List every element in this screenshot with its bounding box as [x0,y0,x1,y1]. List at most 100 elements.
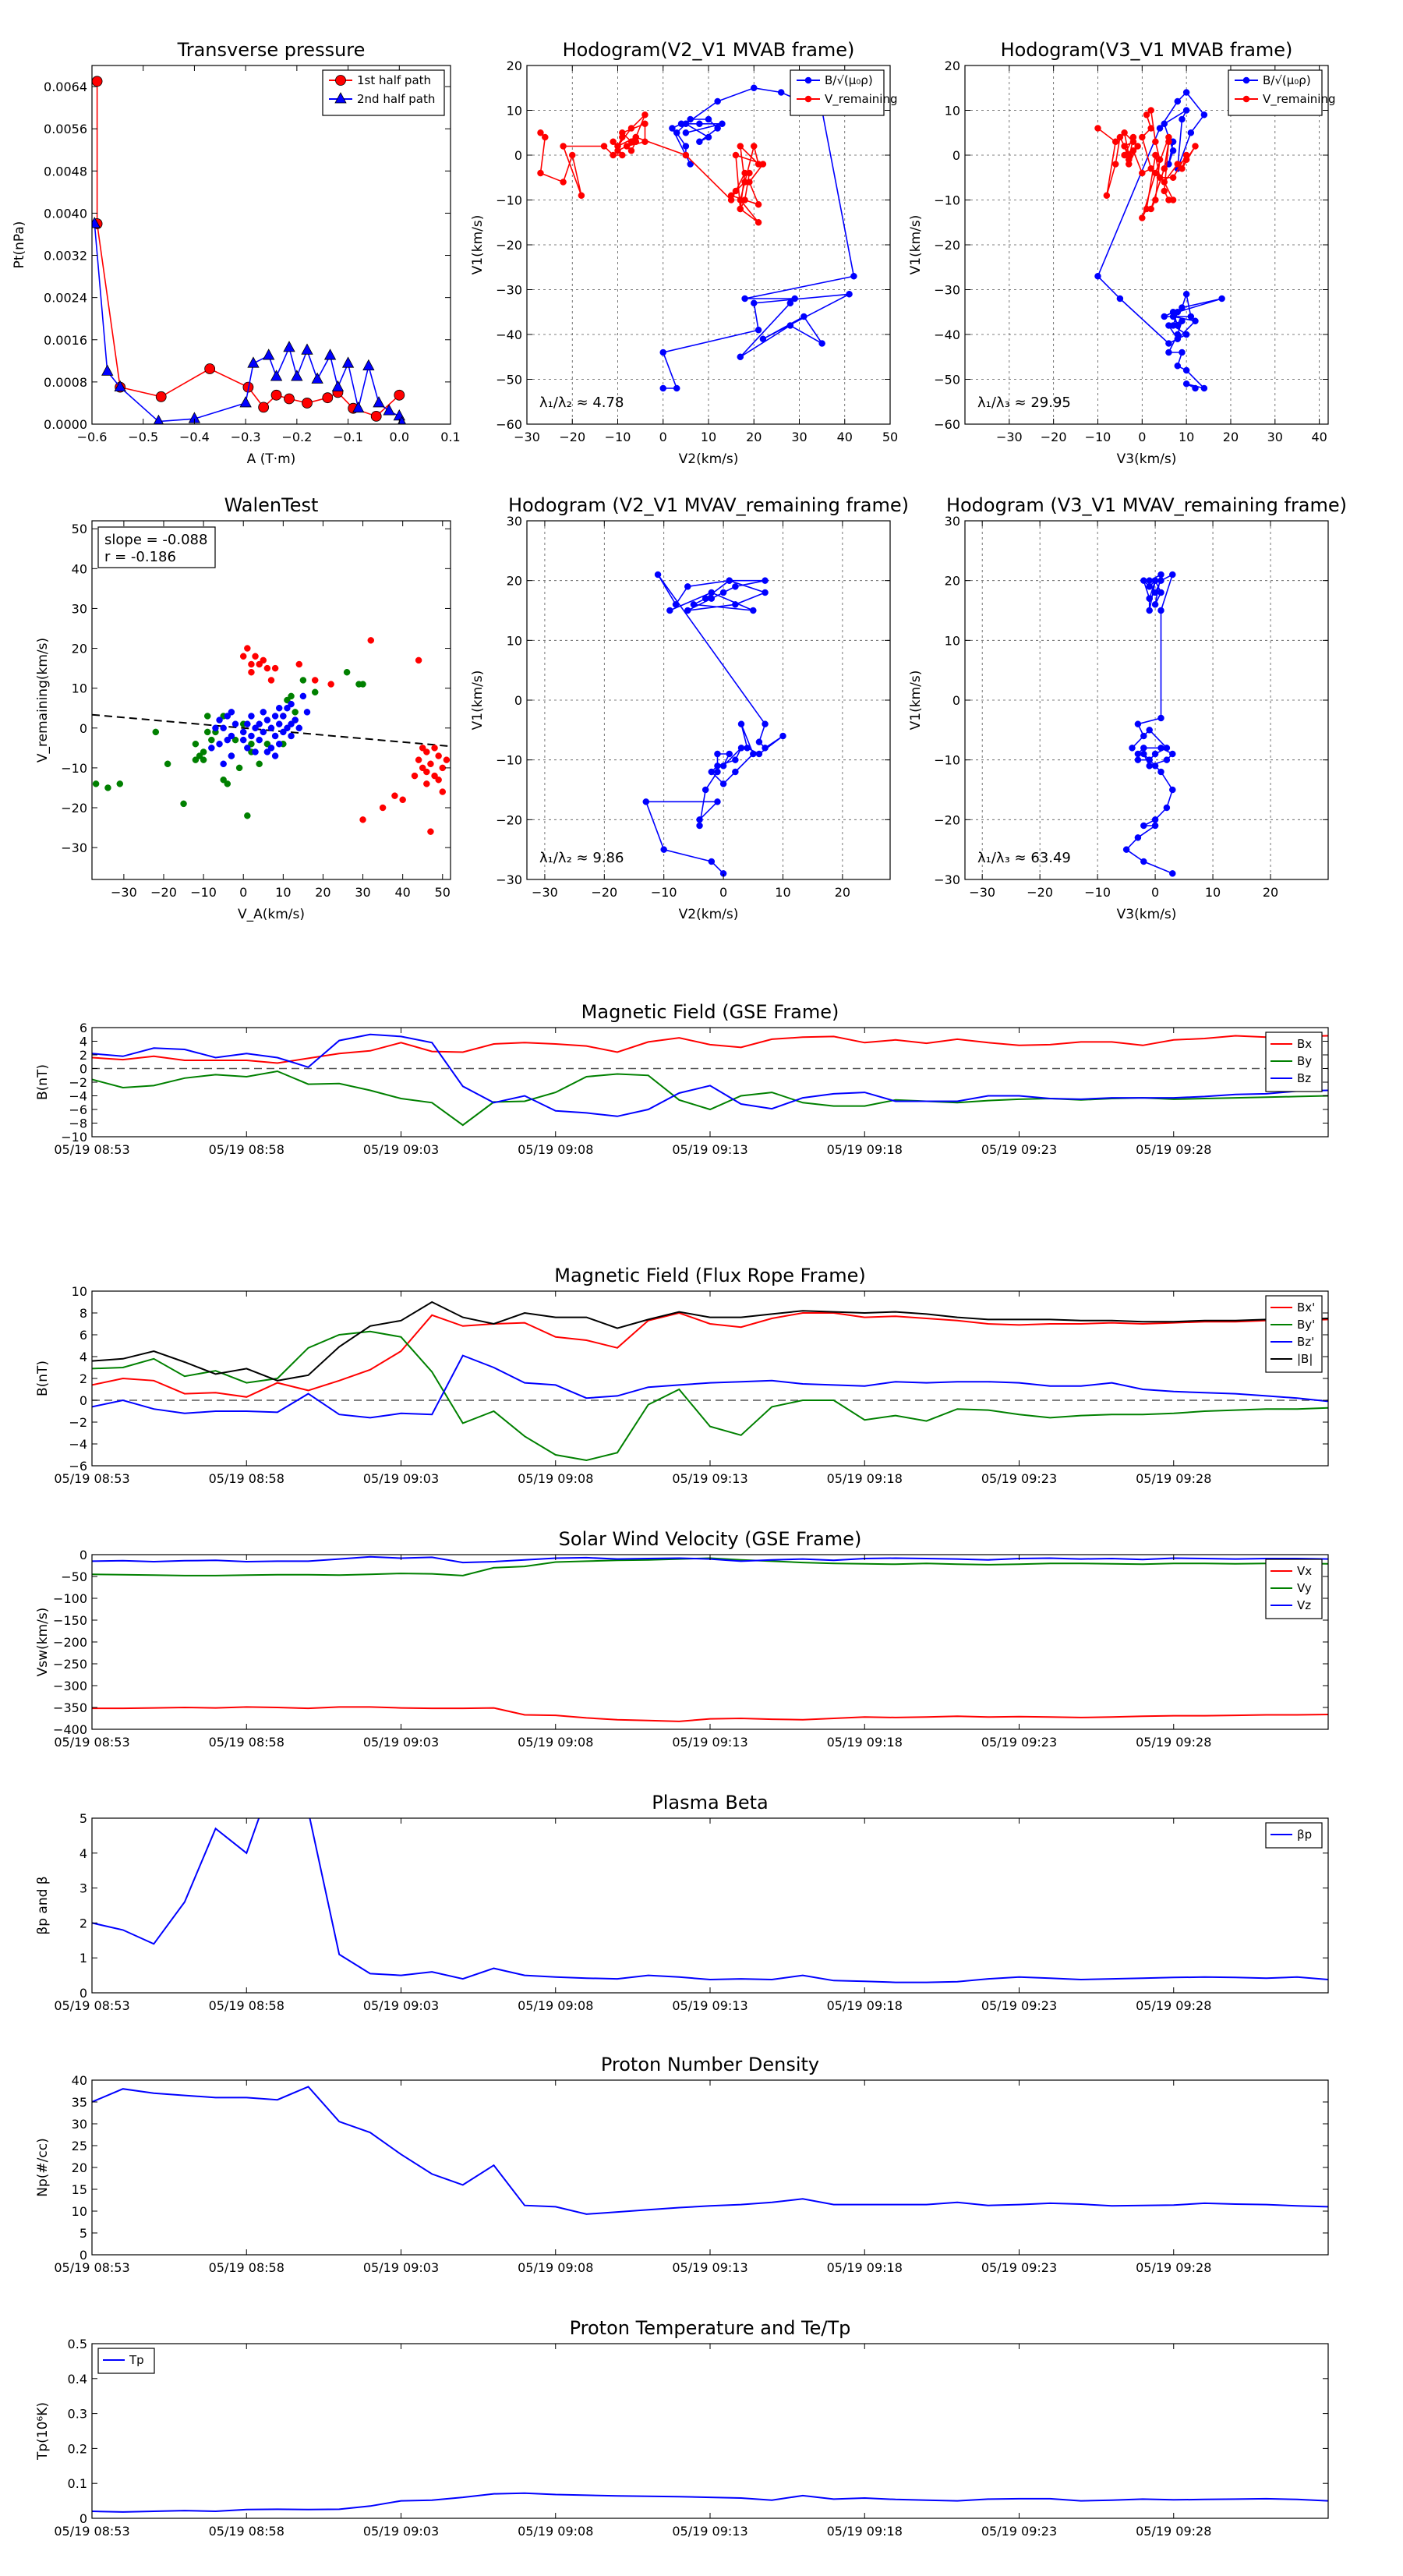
walen-data-point [435,776,442,784]
tp-legend-label: 1st half path [357,73,431,87]
walen-data-point [164,760,171,768]
walen-data-point [435,752,442,759]
h2-data-point [1165,349,1172,356]
h2-x-tick-label: 40 [1311,430,1327,444]
np-y-tick-label: 40 [72,2073,87,2088]
vsw-panel: −400 −350 −300 −250 −200 −150 −100 −50 0 05/19 08… [35,1528,1329,1750]
h3-data-point [708,768,716,776]
h1-data-point [569,151,576,159]
h4-x-tick-label: −10 [1084,885,1111,900]
tpro-plot-area [92,2492,1328,2513]
bfr-x-tick-label: 05/19 09:08 [518,1471,593,1486]
h3-plot-area [642,571,786,877]
h1-y-tick-label: −60 [496,417,522,432]
np-title: Proton Number Density [601,2054,819,2075]
walen-title: WalenTest [224,494,319,516]
bgse-y-tick-label: 6 [80,1021,87,1035]
h4-plot-area [1122,571,1176,877]
bfr-y-tick-label: −4 [69,1437,87,1452]
tpro-legend-label: Tp [129,2353,144,2367]
h4-data-point [1169,571,1176,579]
h3-y-label: V1(km/s) [470,671,486,731]
h1-data-point [741,295,748,303]
vsw-x-tick-label: 05/19 09:28 [1136,1735,1211,1750]
bfr-x-tick-label: 05/19 09:13 [672,1471,747,1486]
bgse-y-tick-label: 4 [80,1035,87,1049]
h1-y-tick-label: −10 [496,193,522,208]
h3-x-tick-label: −20 [591,885,617,900]
h1-legend-label: B/√(μ₀ρ) [825,73,873,87]
tpro-x-tick-label: 05/19 09:18 [827,2524,903,2539]
h4-data-point [1140,732,1147,740]
h1-data-point [610,138,617,145]
walen-data-point [92,780,100,787]
tpro-y-tick-label: 0.2 [68,2441,87,2456]
bgse-x-tick-label: 05/19 09:13 [672,1142,747,1157]
walen-data-point [311,677,319,684]
h3-data-point [726,750,733,758]
beta-panel: 0 1 2 3 4 5 05/19 08:53 05/19 08:58 05/19 09:03 0… [35,1792,1329,2013]
h4-y-tick-label: 0 [952,693,960,708]
walen-data-point [327,681,334,688]
walen-y-tick-label: −30 [61,840,87,855]
walen-data-point [443,756,451,763]
h3-data-point [708,595,716,602]
tp-data-point [101,364,114,376]
h2-data-point [1182,331,1190,338]
bfr-x-tick-label: 05/19 09:18 [827,1471,903,1486]
walen-data-point [423,768,430,776]
walen-data-point [235,764,243,772]
walen-y-tick-label: 10 [72,681,87,696]
bfr-series-line [92,1330,1328,1462]
tp-data-point [204,363,216,374]
h2-data-point [1182,89,1190,96]
h2-data-point [1121,129,1128,136]
h1-y-label: V1(km/s) [470,215,486,275]
h2-y-tick-label: −60 [934,417,960,432]
walen-x-tick-label: −30 [111,885,137,900]
h3-data-point [714,763,721,770]
h1-data-point [696,138,703,145]
h4-x-tick-label: 20 [1263,885,1278,900]
walen-y-tick-label: 0 [80,721,87,736]
h4-data-point [1140,577,1147,584]
tpro-x-tick-label: 05/19 08:53 [54,2524,129,2539]
h2-x-tick-label: 30 [1267,430,1283,444]
h4-data-point [1157,589,1164,596]
h4-y-tick-label: −10 [934,753,960,768]
h3-data-point [732,583,739,590]
h4-x-tick-label: 0 [1151,885,1159,900]
h2-data-point [1169,196,1177,203]
h1-data-point [755,219,762,226]
walen-data-point [263,717,271,724]
tpro-panel: 0 0.1 0.2 0.3 0.4 0.5 05/19 08:53 05/19 08:58 05… [35,2317,1329,2539]
walen-data-point [359,816,366,823]
walen-x-tick-label: 20 [315,885,330,900]
walen-data-point [275,704,283,712]
walen-data-point [248,740,255,748]
tp-data-point [370,410,382,422]
h4-data-point [1163,745,1171,752]
bgse-x-tick-label: 05/19 09:08 [518,1142,593,1157]
h4-data-point [1140,745,1147,752]
h1-data-point [677,120,685,127]
h2-data-point [1139,169,1146,177]
h1-data-point [751,143,758,150]
np-x-tick-label: 05/19 09:08 [518,2260,593,2275]
walen-data-point [224,736,231,744]
h2-y-tick-label: −50 [934,373,960,387]
np-x-tick-label: 05/19 09:03 [363,2260,439,2275]
h1-data-point [846,291,853,298]
walen-data-point [280,713,287,720]
walen-data-point [284,704,291,712]
beta-y-tick-label: 1 [80,1951,87,1966]
walen-data-point [271,713,279,720]
h2-series-line [1097,91,1222,390]
walen-data-point [275,740,283,748]
tp-data-point [263,349,275,360]
bfr-series-line [92,1300,1328,1382]
h1-legend-label: V_remaining [825,92,898,107]
tp-data-point [373,396,385,408]
bgse-y-tick-label: 2 [80,1048,87,1063]
